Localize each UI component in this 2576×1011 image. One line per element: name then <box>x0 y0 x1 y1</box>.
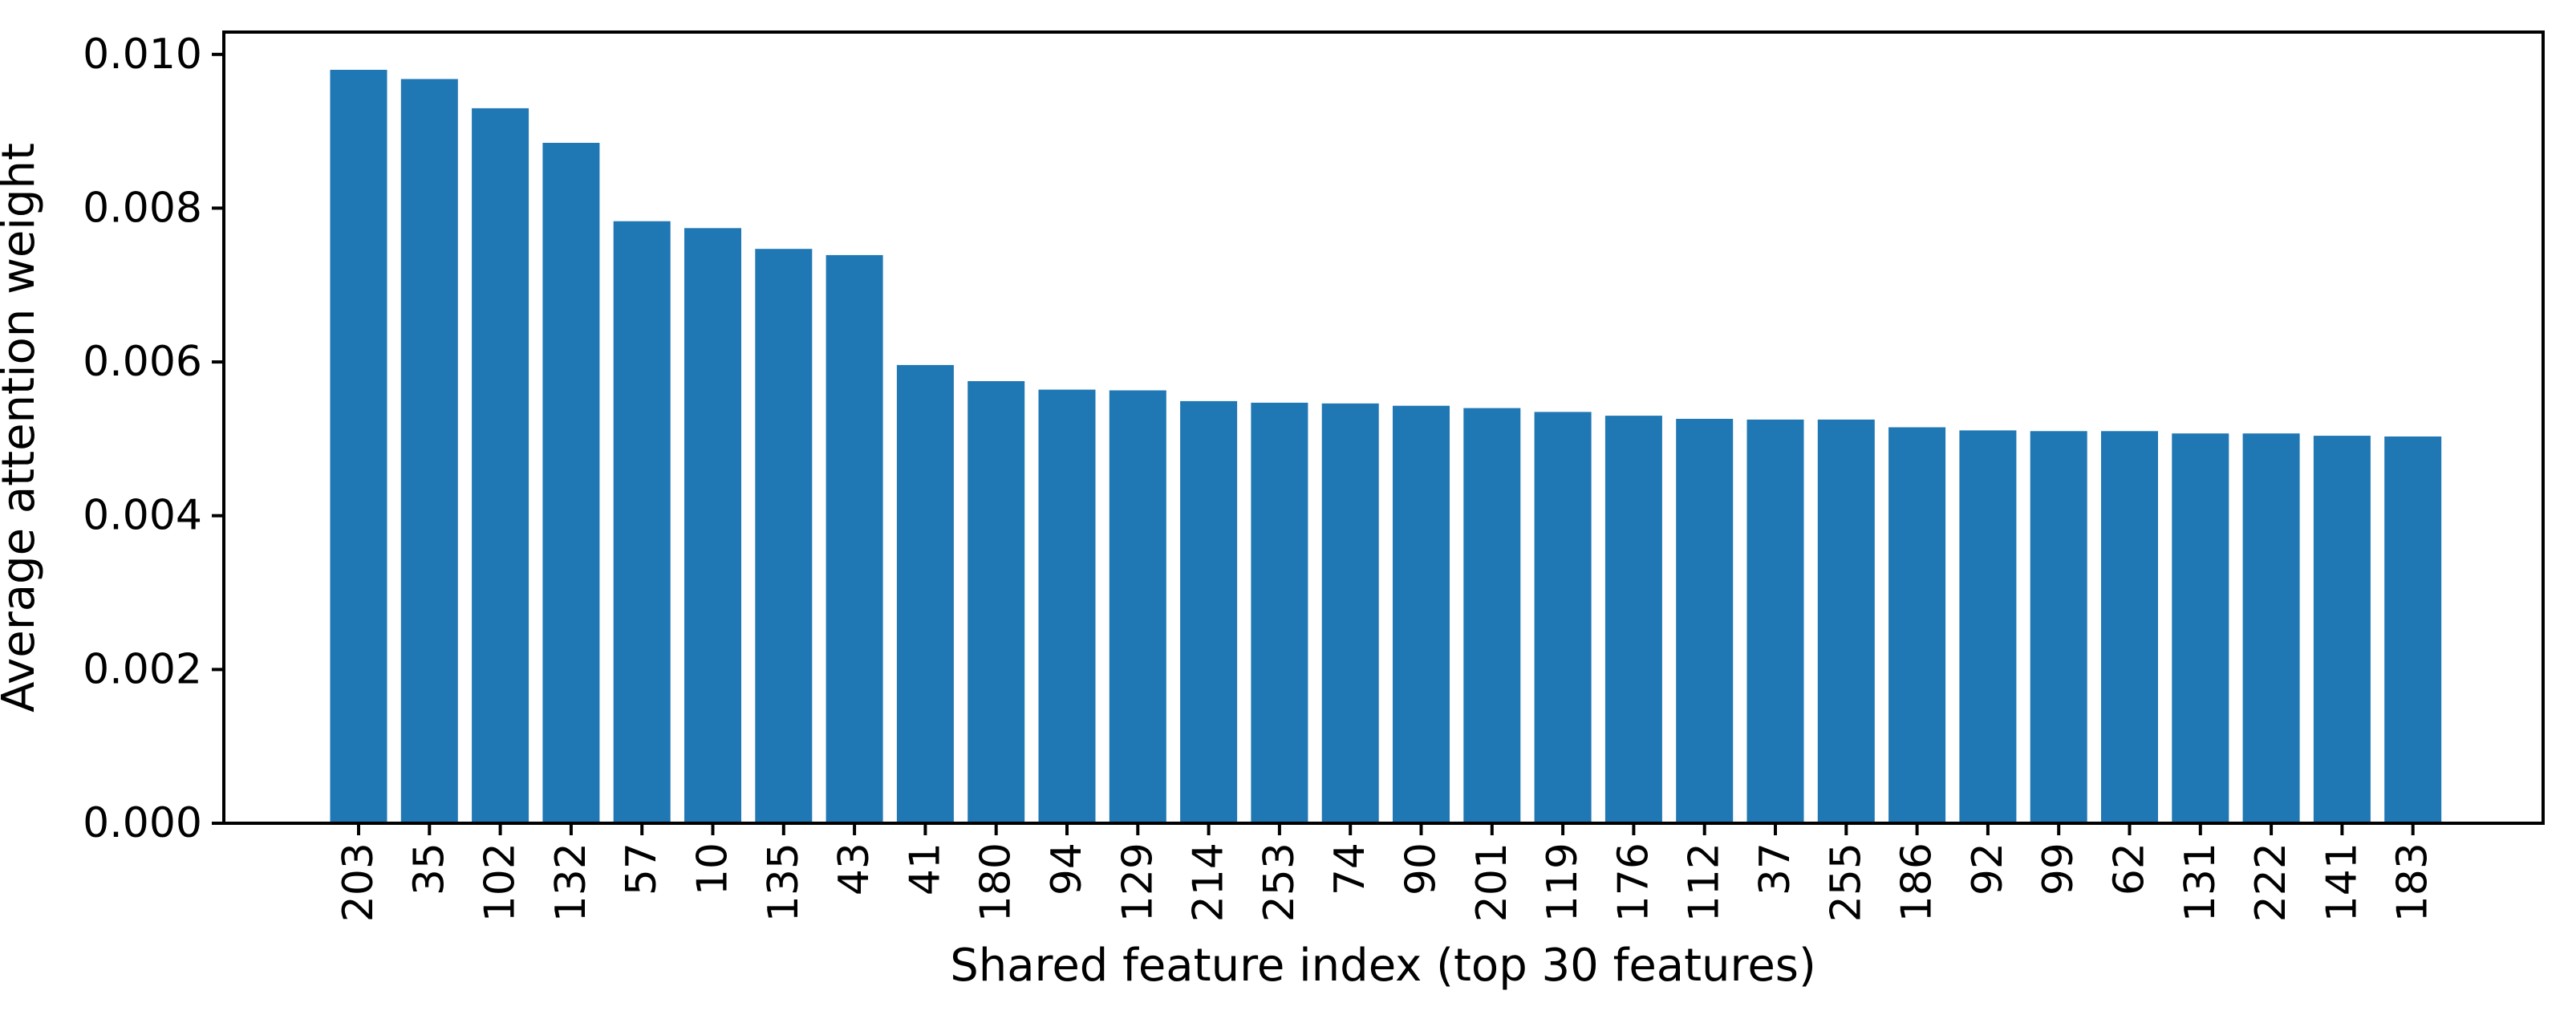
bar <box>826 254 883 823</box>
x-tick-label: 112 <box>1681 842 1729 922</box>
bar <box>968 381 1025 823</box>
bars-layer <box>330 70 2442 824</box>
y-tick-label: 0.002 <box>83 645 202 693</box>
x-tick-label: 183 <box>2389 842 2437 922</box>
x-axis-title: Shared feature index (top 30 features) <box>950 940 1816 992</box>
ticks-layer: 203 35 102 132 57 10 135 43 41 180 94 129 214 253 74 90… <box>83 30 2437 922</box>
x-tick-label: 92 <box>1964 842 2012 895</box>
x-tick-label: 222 <box>2247 842 2295 922</box>
x-tick-label: 119 <box>1539 842 1587 922</box>
bar <box>2172 433 2229 823</box>
x-tick-label: 35 <box>405 842 453 895</box>
bar <box>1817 419 1875 823</box>
bar <box>896 364 954 823</box>
x-tick-label: 176 <box>1609 842 1657 922</box>
x-tick-label: 99 <box>2034 842 2083 895</box>
bar <box>1180 400 1238 823</box>
bar <box>1676 419 1734 823</box>
x-tick-label: 102 <box>477 842 525 922</box>
bar <box>613 221 671 823</box>
bar <box>330 70 387 823</box>
bar <box>472 108 529 823</box>
bar <box>542 143 600 823</box>
x-tick-label: 10 <box>689 842 737 895</box>
x-tick-label: 253 <box>1256 842 1304 922</box>
plot-border <box>222 30 2545 825</box>
bar <box>2030 431 2087 823</box>
bar <box>2242 433 2300 823</box>
axes-layer <box>222 30 2545 825</box>
bar <box>1109 390 1166 823</box>
bar <box>1321 403 1379 823</box>
bar <box>1251 402 1308 823</box>
x-tick-label: 74 <box>1326 842 1374 895</box>
x-tick-label: 201 <box>1468 842 1516 922</box>
y-axis-title: Average attention weight <box>0 143 45 713</box>
x-tick-label: 131 <box>2176 842 2225 922</box>
x-tick-label: 203 <box>335 842 383 922</box>
bar <box>400 79 458 823</box>
bar <box>2384 436 2442 823</box>
x-tick-label: 214 <box>1185 842 1233 922</box>
x-tick-label: 135 <box>760 842 808 922</box>
x-tick-label: 90 <box>1398 842 1446 895</box>
x-tick-label: 132 <box>547 842 595 922</box>
bar <box>2101 431 2158 823</box>
bar <box>2313 436 2371 823</box>
bar <box>684 228 741 823</box>
bar <box>1393 405 1450 823</box>
x-tick-label: 141 <box>2318 842 2366 922</box>
x-tick-label: 41 <box>901 842 949 895</box>
x-tick-label: 57 <box>618 842 666 895</box>
x-tick-label: 180 <box>972 842 1020 922</box>
y-tick-label: 0.008 <box>83 184 202 232</box>
bar <box>1463 408 1521 824</box>
x-tick-label: 37 <box>1751 842 1799 895</box>
x-tick-label: 255 <box>1822 842 1870 922</box>
y-tick-label: 0.010 <box>83 30 202 79</box>
bar <box>1959 430 2017 823</box>
bar <box>1038 389 1096 824</box>
y-tick-label: 0.004 <box>83 492 202 540</box>
x-tick-label: 43 <box>830 842 878 895</box>
bar <box>1888 427 1946 823</box>
x-tick-label: 94 <box>1043 842 1091 895</box>
x-tick-label: 62 <box>2106 842 2154 895</box>
bar <box>755 249 813 823</box>
x-tick-label: 186 <box>1893 842 1941 922</box>
y-tick-label: 0.000 <box>83 799 202 847</box>
bar <box>1604 416 1662 823</box>
y-tick-label: 0.006 <box>83 338 202 386</box>
x-tick-label: 129 <box>1114 842 1162 922</box>
bar <box>1746 419 1804 823</box>
bar <box>1534 412 1592 823</box>
